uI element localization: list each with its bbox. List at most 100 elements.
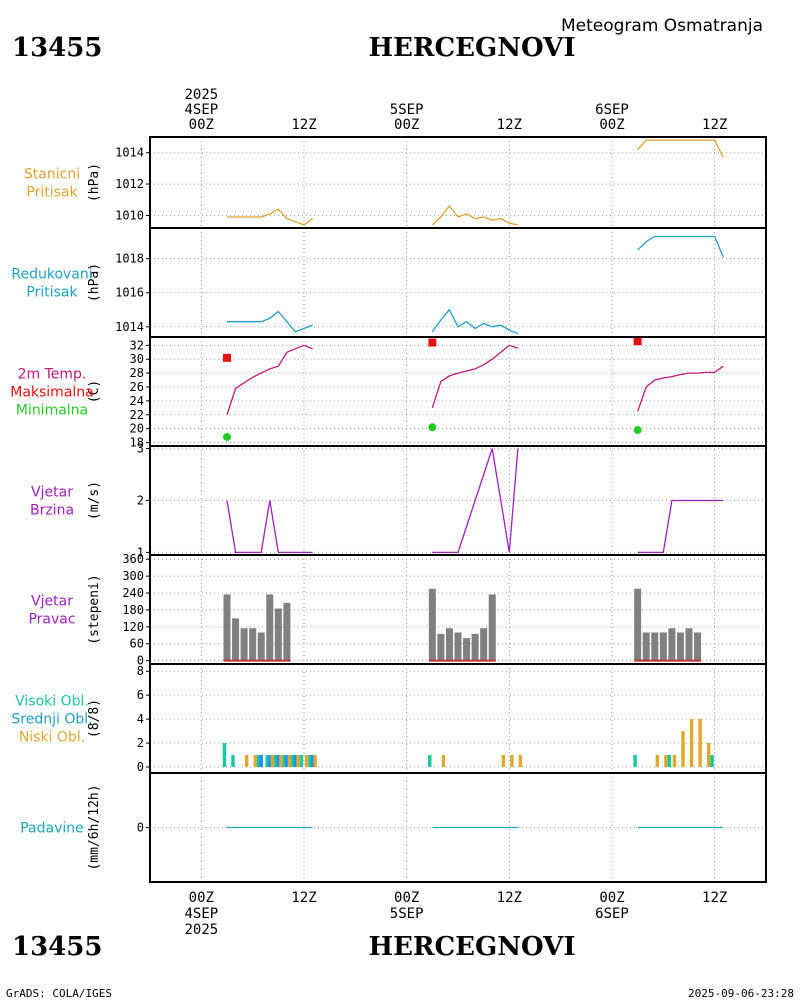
y-tick-label: 32 bbox=[130, 338, 144, 352]
y-tick-label: 4 bbox=[137, 712, 144, 726]
panel-label: Maksimalna bbox=[10, 385, 94, 401]
cloud-mid-bar bbox=[285, 755, 289, 768]
time-label-bottom: 6SEP bbox=[595, 906, 629, 922]
wind-direction-bar bbox=[223, 594, 231, 661]
time-label-top: 2025 bbox=[184, 87, 218, 103]
panel-temperature bbox=[146, 336, 767, 447]
panel-frame bbox=[149, 227, 767, 338]
series-line bbox=[637, 139, 724, 158]
y-tick-label: 240 bbox=[122, 586, 144, 600]
y-tick-label: 18 bbox=[130, 436, 144, 450]
time-label-top: 00Z bbox=[189, 117, 214, 133]
time-label-bottom: 5SEP bbox=[390, 906, 424, 922]
cloud-low-bar bbox=[244, 755, 249, 768]
y-tick-label: 8 bbox=[137, 664, 144, 678]
wind-direction-bar bbox=[437, 633, 445, 661]
time-label-bottom: 4SEP bbox=[184, 906, 218, 922]
panel-label: Pravac bbox=[28, 612, 75, 628]
y-tick-label: 1012 bbox=[115, 177, 144, 191]
panel-label: Pritisak bbox=[26, 285, 78, 301]
y-tick-label: 24 bbox=[130, 394, 144, 408]
wind-direction-bar bbox=[659, 632, 667, 661]
y-tick-label: 2 bbox=[137, 494, 144, 508]
station-id-top: 13455 bbox=[12, 33, 102, 63]
panel-label: Brzina bbox=[30, 503, 74, 519]
time-label-top: 6SEP bbox=[595, 102, 629, 118]
cloud-high-bar bbox=[633, 755, 637, 768]
wind-direction-bar bbox=[685, 628, 693, 661]
tmin-marker bbox=[223, 432, 231, 441]
time-label-bottom: 00Z bbox=[394, 890, 419, 906]
series-line bbox=[431, 204, 519, 226]
wind-direction-bar bbox=[232, 618, 240, 661]
station-id-bottom: 13455 bbox=[12, 932, 102, 962]
y-tick-label: 28 bbox=[130, 366, 144, 380]
y-tick-label: 26 bbox=[130, 380, 144, 394]
series-line bbox=[637, 235, 724, 258]
series-line bbox=[637, 499, 724, 554]
panel-label: Redukovani bbox=[11, 267, 92, 283]
y-tick-label: 120 bbox=[122, 620, 144, 634]
cloud-low-bar bbox=[706, 743, 711, 768]
y-axis-unit: (8/8) bbox=[87, 699, 102, 738]
y-tick-label: 1014 bbox=[115, 320, 144, 334]
wind-direction-bar bbox=[694, 632, 702, 661]
wind-direction-bar bbox=[445, 628, 453, 661]
cloud-low-bar bbox=[287, 755, 292, 768]
station-name-top: HERCEGNOVI bbox=[369, 33, 576, 63]
wind-direction-bar bbox=[266, 594, 274, 661]
cloud-low-bar bbox=[441, 755, 446, 768]
y-axis-unit: (stepeni) bbox=[87, 574, 102, 644]
panel-label: Pritisak bbox=[26, 185, 78, 201]
cloud-high-bar bbox=[256, 755, 261, 768]
cloud-mid-bar bbox=[268, 755, 272, 768]
cloud-low-bar bbox=[304, 755, 309, 768]
y-tick-label: 1018 bbox=[115, 252, 144, 266]
panel-wind_speed bbox=[146, 445, 767, 556]
tmin-marker bbox=[428, 423, 437, 432]
wind-direction-bar bbox=[257, 632, 265, 661]
wind-direction-bar bbox=[676, 632, 684, 661]
y-tick-label: 20 bbox=[130, 422, 144, 436]
cloud-high-bar bbox=[265, 755, 269, 768]
y-tick-label: 1 bbox=[137, 545, 144, 559]
cloud-low-bar bbox=[510, 755, 514, 768]
panel-label: Vjetar bbox=[31, 594, 73, 610]
wind-direction-bar bbox=[651, 632, 659, 661]
cloud-mid-bar bbox=[293, 755, 298, 768]
tmax-marker bbox=[633, 337, 642, 346]
cloud-low-bar bbox=[672, 755, 677, 768]
y-tick-label: 0 bbox=[137, 821, 144, 835]
series-line bbox=[431, 308, 519, 335]
y-axis-unit: (hPa) bbox=[87, 163, 102, 202]
cloud-high-bar bbox=[274, 755, 278, 768]
panel-clouds bbox=[146, 663, 767, 774]
panel-label: Srednji Obl. bbox=[11, 712, 92, 728]
software-credit: GrADS: COLA/IGES bbox=[6, 987, 112, 1000]
cloud-high-bar bbox=[222, 743, 227, 768]
y-tick-label: 3 bbox=[137, 442, 144, 456]
series-line bbox=[226, 500, 313, 554]
cloud-low-bar bbox=[296, 755, 300, 768]
cloud-low-bar bbox=[279, 755, 283, 768]
wind-direction-bar bbox=[428, 588, 436, 661]
wind-direction-bar bbox=[642, 632, 650, 661]
wind-direction-bar bbox=[668, 628, 676, 661]
y-axis-unit: (C) bbox=[87, 380, 102, 403]
series-line bbox=[637, 365, 724, 412]
panel-label: Vjetar bbox=[31, 485, 73, 501]
y-tick-label: 1016 bbox=[115, 286, 144, 300]
y-axis-unit: (m/s) bbox=[87, 481, 102, 520]
wind-direction-bar bbox=[463, 638, 471, 661]
tmax-marker bbox=[223, 353, 231, 362]
panel-label: Niski Obl. bbox=[19, 730, 85, 746]
y-tick-label: 0 bbox=[137, 760, 144, 774]
panel-label: Minimalna bbox=[16, 403, 88, 419]
cloud-high-bar bbox=[282, 755, 287, 768]
y-tick-label: 180 bbox=[122, 603, 144, 617]
cloud-high-bar bbox=[710, 755, 714, 768]
wind-direction-bar bbox=[283, 602, 291, 661]
time-label-bottom: 12Z bbox=[497, 890, 522, 906]
series-line bbox=[431, 344, 519, 409]
cloud-low-bar bbox=[253, 755, 257, 768]
